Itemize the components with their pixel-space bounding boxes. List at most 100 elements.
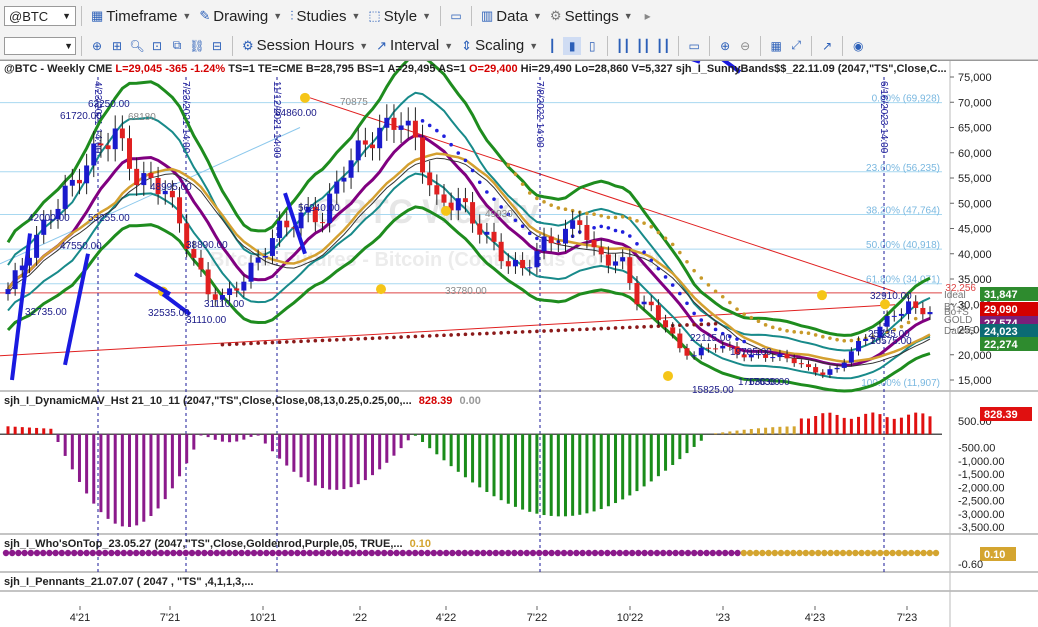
gold-stop-dot [585, 212, 589, 216]
data-window-icon[interactable]: ▦ [767, 37, 785, 55]
interval-input[interactable]: ▼ [4, 37, 76, 55]
whosontop-dot [821, 550, 827, 556]
dynmav-val2: 0.00 [459, 395, 480, 407]
maroon-stop-dot [428, 334, 432, 338]
histogram-bar [621, 434, 624, 499]
blue-stop-dot [678, 292, 682, 296]
style-menu[interactable]: ⬚Style▼ [364, 8, 435, 25]
whosontop-dot [598, 550, 604, 556]
header-fields2: Hi=29,490 Lo=28,860 V=5,327 [521, 63, 673, 75]
histogram-bar [335, 434, 338, 490]
maroon-stop-dot [278, 340, 282, 344]
blue-stop-dot [535, 237, 539, 241]
calendar-icon: ▦ [91, 8, 103, 24]
chevron-down-icon: ▼ [529, 41, 538, 51]
zoom-out-icon[interactable]: ⊖ [736, 37, 754, 55]
zoom-in-icon[interactable]: ⊕ [716, 37, 734, 55]
bars-wide-icon[interactable]: ┃┃ [634, 37, 652, 55]
toolbar-divider [81, 36, 82, 56]
gold-stop-dot [635, 219, 639, 223]
blue-stop-dot [471, 169, 475, 173]
price-tick-label: 40,000 [958, 249, 992, 261]
whosontop-dot [232, 550, 238, 556]
grid-icon[interactable]: ⊟ [208, 37, 226, 55]
maroon-stop-dot [306, 339, 310, 343]
chart-type-icon[interactable]: ⊡ [148, 37, 166, 55]
gold-stop-dot [685, 260, 689, 264]
session-hours-menu[interactable]: ⚙Session Hours▼ [238, 37, 372, 54]
expand-icon[interactable]: ⤢ [787, 37, 805, 55]
timeframe-menu[interactable]: ▦Timeframe▼ [87, 8, 195, 25]
histogram-bar [78, 434, 81, 482]
whosontop-dot [40, 550, 46, 556]
candlestick-icon[interactable]: ▮ [563, 37, 581, 55]
whosontop-dot [313, 550, 319, 556]
screenshot-icon[interactable]: ⧉ [168, 37, 186, 55]
maroon-stop-dot [228, 343, 232, 347]
candle-body [427, 172, 432, 185]
bars-wider-icon[interactable]: ┃┃ [654, 37, 672, 55]
interval-menu[interactable]: ↗Interval▼ [372, 37, 457, 54]
whosontop-dot [121, 550, 127, 556]
data-menu[interactable]: ▥Data▼ [477, 8, 546, 25]
histogram-bar [242, 434, 245, 439]
candle-body [141, 173, 146, 185]
candle-body [349, 160, 354, 177]
chevron-down-icon: ▼ [359, 41, 368, 51]
maroon-stop-dot [535, 330, 539, 334]
whosontop-dot [238, 550, 244, 556]
view-icon[interactable]: ◉ [849, 37, 867, 55]
histogram-bar [778, 427, 781, 434]
more-icon[interactable]: ▸ [639, 7, 657, 25]
crosshair-icon[interactable]: ⊞ [108, 37, 126, 55]
gold-stop-dot [900, 325, 904, 329]
whosontop-dot [294, 550, 300, 556]
gold-stop-dot [800, 331, 804, 335]
layout-icon[interactable]: ▭ [685, 37, 703, 55]
bars-narrow-icon[interactable]: ┃┃ [614, 37, 632, 55]
link-icon[interactable]: ⛓ [188, 37, 206, 55]
candle-body [84, 165, 89, 183]
whosontop-dot [840, 550, 846, 556]
hollow-candle-icon[interactable]: ▯ [583, 37, 601, 55]
candle-body [699, 348, 704, 356]
time-tick-label: 7'22 [527, 612, 547, 624]
split-view-icon[interactable]: ▭ [447, 7, 465, 25]
gold-stop-dot [750, 316, 754, 320]
scaling-menu[interactable]: ⇕Scaling▼ [457, 37, 542, 54]
interval-label: Interval [390, 37, 439, 54]
whosontop-dot [803, 550, 809, 556]
whosontop-dot [468, 550, 474, 556]
candle-body [584, 225, 589, 240]
gold-stop-dot [785, 329, 789, 333]
toolbar-divider [232, 36, 233, 56]
candle-body [606, 254, 611, 265]
candle-body [399, 125, 404, 129]
gold-stop-dot [828, 336, 832, 340]
history-icon[interactable]: ↗ [818, 37, 836, 55]
drawing-menu[interactable]: ✎Drawing▼ [195, 8, 286, 25]
bar-chart-icon[interactable]: ┃ [543, 37, 561, 55]
histogram-bar [178, 434, 181, 476]
zoom-box-icon[interactable]: 🔍︎ [128, 37, 146, 55]
candle-body [799, 363, 804, 364]
symbol-dropdown[interactable]: @BTC▼ [4, 6, 76, 26]
price-label: 33780.00 [445, 286, 487, 297]
candle-body [198, 258, 203, 270]
maroon-stop-dot [471, 332, 475, 336]
blue-stop-dot [628, 234, 632, 238]
histogram-bar [92, 434, 95, 503]
price-label: 31110.00 [186, 315, 227, 326]
maroon-stop-dot [649, 325, 653, 329]
histogram-tick-label: -2,000.00 [958, 482, 1004, 494]
histogram-bar [650, 434, 653, 481]
histogram-bar [743, 430, 746, 435]
price-label: 15825.00 [692, 385, 734, 396]
cursor-icon[interactable]: ⊕ [88, 37, 106, 55]
data-label: Data [496, 8, 528, 25]
studies-menu[interactable]: ⫶Studies▼ [286, 8, 364, 25]
whosontop-dot [710, 550, 716, 556]
settings-menu[interactable]: ⚙Settings▼ [546, 8, 637, 25]
chevron-down-icon: ▼ [444, 41, 453, 51]
